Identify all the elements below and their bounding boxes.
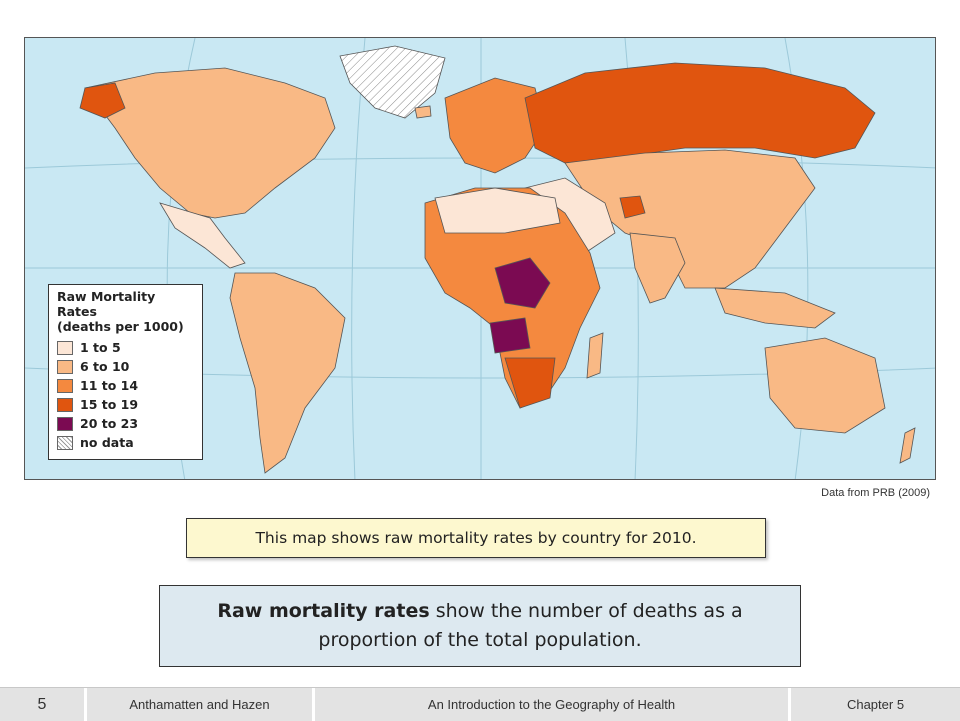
legend-label: 6 to 10	[80, 359, 130, 374]
legend-subtitle: (deaths per 1000)	[57, 319, 184, 334]
footer-chapter: Chapter 5	[846, 697, 905, 712]
map-caption: This map shows raw mortality rates by co…	[186, 518, 766, 558]
slide-number: 5	[0, 688, 87, 721]
greenland-region	[339, 45, 446, 119]
legend-item: 1 to 5	[57, 338, 194, 357]
legend-swatch	[57, 340, 73, 355]
definition-text: Raw mortality rates show the number of d…	[176, 597, 784, 655]
asia-region	[564, 149, 816, 289]
definition-term: Raw mortality rates	[217, 600, 430, 622]
north-africa-region	[434, 187, 561, 234]
iceland-region	[414, 105, 432, 119]
new-zealand-region	[899, 427, 916, 464]
legend-label: 15 to 19	[80, 397, 139, 412]
legend-title: Raw Mortality Rates	[57, 289, 156, 319]
footer-authors: Anthamatten and Hazen	[87, 688, 315, 721]
alaska-region	[79, 82, 126, 119]
legend-item: 20 to 23	[57, 414, 194, 433]
central-africa-region	[494, 257, 551, 309]
mexico-region	[159, 202, 246, 269]
legend-swatch	[57, 397, 73, 412]
legend-swatch	[57, 416, 73, 431]
south-america-region	[229, 272, 346, 474]
world-mortality-map	[24, 37, 936, 480]
australia-region	[764, 337, 886, 434]
india-region	[629, 232, 686, 304]
legend-label: 11 to 14	[80, 378, 139, 393]
legend-label: 20 to 23	[80, 416, 139, 431]
footer-book-title: An Introduction to the Geography of Heal…	[315, 688, 791, 721]
map-legend: Raw Mortality Rates (deaths per 1000) 1 …	[48, 284, 203, 460]
data-source-note: Data from PRB (2009)	[821, 487, 930, 499]
afghanistan-region	[619, 195, 646, 219]
russia-region	[524, 62, 876, 164]
legend-swatch-hatched	[57, 435, 73, 450]
southern-africa-region	[504, 357, 556, 409]
legend-item: 15 to 19	[57, 395, 194, 414]
southeast-asia-region	[714, 287, 836, 329]
map-graphic	[25, 38, 935, 479]
europe-region	[444, 77, 546, 174]
north-america-region	[84, 67, 336, 219]
legend-item: 6 to 10	[57, 357, 194, 376]
definition-box: Raw mortality rates show the number of d…	[159, 585, 801, 667]
angola-region	[489, 317, 531, 354]
legend-item: no data	[57, 433, 194, 452]
legend-label: 1 to 5	[80, 340, 121, 355]
legend-label: no data	[80, 435, 134, 450]
slide-footer: 5 Anthamatten and Hazen An Introduction …	[0, 687, 960, 721]
legend-item: 11 to 14	[57, 376, 194, 395]
legend-swatch	[57, 359, 73, 374]
definition-body: show the number of deaths as a proportio…	[318, 600, 743, 651]
madagascar-region	[586, 332, 604, 379]
legend-swatch	[57, 378, 73, 393]
